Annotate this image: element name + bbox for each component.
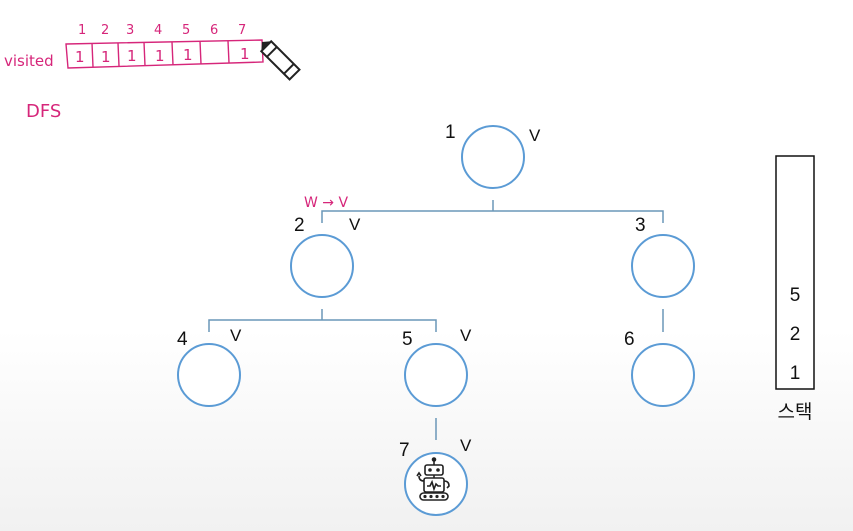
- node-labels: 1 2 3 4 5 6 7: [177, 122, 646, 461]
- tree-edges: [208, 200, 664, 440]
- node-label-5: 5: [402, 329, 413, 350]
- node-circle-4: [177, 343, 241, 407]
- stack-item: 1: [790, 363, 801, 384]
- visited-cell: 1: [127, 47, 137, 65]
- visited-mark-4: V: [230, 326, 242, 345]
- dfs-label: DFS: [26, 101, 61, 122]
- visited-array-box: [65, 39, 264, 69]
- visited-mark-5: V: [460, 326, 472, 345]
- visited-index: 7: [238, 23, 246, 38]
- visited-index-row: 1 2 3 4 5 6 7: [78, 23, 246, 38]
- stack-item: 2: [790, 324, 801, 345]
- visited-index: 4: [154, 23, 162, 38]
- visited-cell: 1: [183, 46, 193, 64]
- visited-array-annotation: visited DFS 1 2 3 4 5 6 7 1 1 1 1 1: [4, 23, 301, 122]
- node-label-1: 1: [445, 122, 456, 143]
- stack: 5 2 1 스택: [775, 155, 815, 423]
- node-circle-6: [631, 343, 695, 407]
- visited-mark-1: V: [529, 126, 541, 145]
- visited-mark-7: V: [460, 436, 472, 455]
- node-label-6: 6: [624, 329, 635, 350]
- node-label-2: 2: [294, 215, 305, 236]
- visited-mark-2: V: [349, 215, 361, 234]
- node-circle-2: [290, 234, 354, 298]
- visited-cell: 1: [101, 48, 111, 66]
- robot-icon: [416, 457, 450, 501]
- visited-cells: 1 1 1 1 1 1: [75, 45, 250, 66]
- visited-cell: 1: [240, 45, 250, 63]
- visited-index: 1: [78, 23, 86, 38]
- visited-label: visited: [4, 52, 54, 70]
- node-label-3: 3: [635, 215, 646, 236]
- pencil-icon: [259, 39, 301, 81]
- node-circle-1: [461, 125, 525, 189]
- visited-marks: V V V V V: [230, 126, 541, 455]
- node-label-7: 7: [399, 440, 410, 461]
- stack-item: 5: [790, 285, 801, 306]
- stack-caption: 스택: [778, 401, 813, 423]
- node-circle-3: [631, 234, 695, 298]
- node-label-4: 4: [177, 329, 188, 350]
- visited-cell: 1: [75, 48, 85, 66]
- stack-container: [775, 155, 815, 390]
- transition-note: W → V: [304, 195, 348, 211]
- visited-index: 3: [126, 23, 134, 38]
- visited-index: 6: [210, 23, 218, 38]
- visited-index: 2: [101, 23, 109, 38]
- node-circle-5: [404, 343, 468, 407]
- visited-cell: 1: [155, 47, 165, 65]
- visited-index: 5: [182, 23, 190, 38]
